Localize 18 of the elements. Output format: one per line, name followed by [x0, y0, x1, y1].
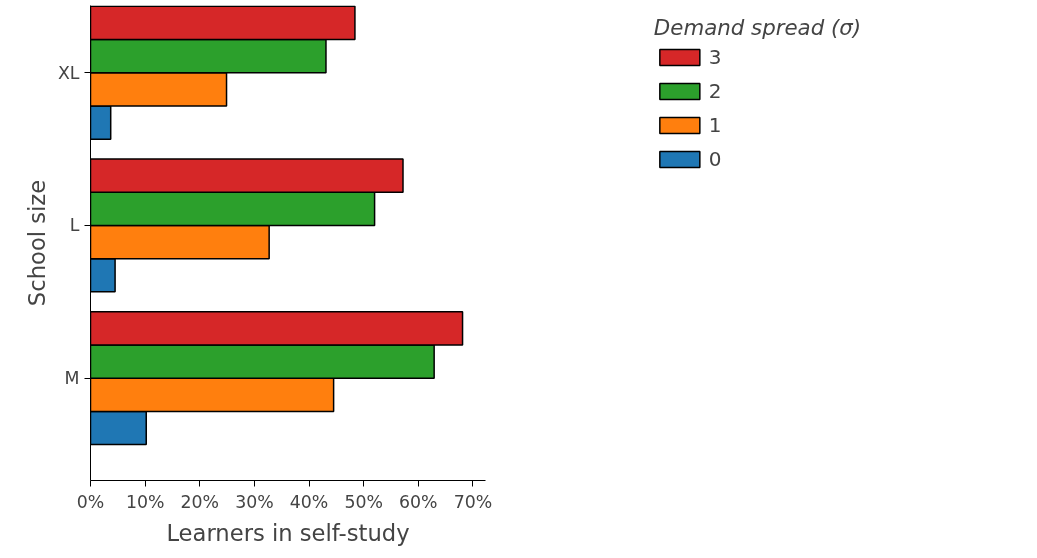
x-tick-label: 60%	[399, 491, 438, 512]
y-axis-title: School size	[23, 179, 50, 307]
x-tick-label: 10%	[125, 491, 165, 512]
y-tick-label: XL	[57, 62, 80, 83]
y-tick-label: M	[64, 368, 80, 389]
x-tick-label: 0%	[76, 491, 105, 512]
x-axis-title: Learners in self-study	[166, 519, 410, 546]
legend-label: 0	[708, 147, 723, 171]
x-tick-label: 30%	[235, 491, 274, 512]
x-tick-label: 40%	[289, 491, 329, 512]
x-tick-label: 50%	[344, 491, 383, 512]
legend-title: Demand spread (σ)	[653, 15, 862, 40]
legend-label: 3	[708, 45, 723, 69]
x-tick-label: 20%	[180, 491, 220, 512]
x-tick-label: 70%	[453, 491, 493, 512]
legend-label: 1	[708, 113, 723, 137]
legend-label: 2	[708, 79, 723, 103]
y-tick-label: L	[69, 215, 80, 236]
